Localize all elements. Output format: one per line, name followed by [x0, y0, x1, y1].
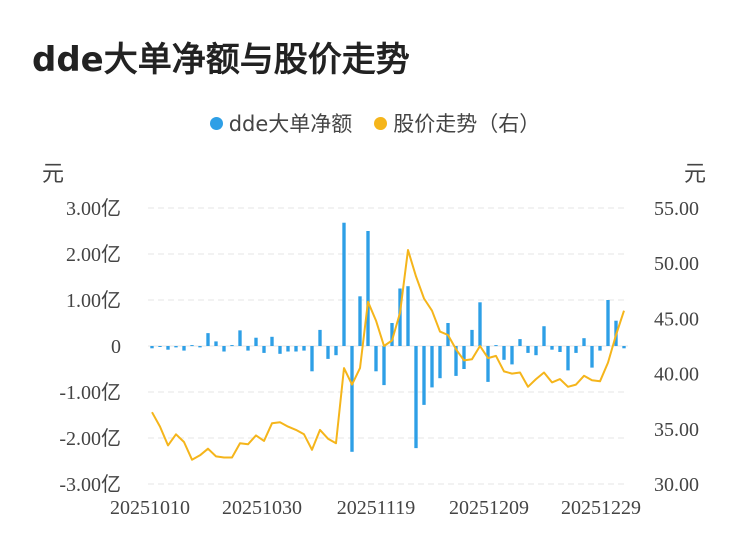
bar-mark: [470, 329, 474, 346]
left-axis-tick-label: 3.00亿: [66, 197, 121, 220]
bar-mark: [406, 286, 410, 346]
bar-mark: [478, 302, 482, 346]
bar-mark: [270, 336, 274, 346]
right-axis-tick-label: 55.00: [654, 198, 699, 220]
x-axis-tick-label: 20251209: [449, 497, 529, 519]
right-axis-tick-label: 50.00: [654, 253, 699, 275]
bar-mark: [454, 346, 458, 376]
bar-mark: [462, 346, 466, 369]
legend-bar-label: dde大单净额: [228, 112, 353, 136]
right-axis-tick-label: 45.00: [654, 308, 699, 330]
bar-mark: [382, 346, 386, 386]
bar-mark: [390, 323, 394, 346]
bar-mark: [534, 346, 538, 356]
bar-mark: [198, 346, 202, 348]
bar-mark: [334, 346, 338, 356]
right-axis-unit: 元: [684, 162, 707, 187]
bar-mark: [438, 346, 442, 379]
bar-mark: [294, 346, 298, 352]
bar-mark: [558, 346, 562, 352]
left-axis-tick-label: 2.00亿: [66, 243, 121, 266]
bar-mark: [174, 346, 178, 348]
bar-mark: [430, 346, 434, 388]
right-axis-tick-label: 35.00: [654, 419, 699, 441]
bar-mark: [486, 346, 490, 382]
legend-line-label: 股价走势（右）: [393, 112, 541, 136]
bar-mark: [422, 346, 426, 405]
bar-mark: [502, 346, 506, 360]
bar-mark: [182, 346, 186, 351]
bar-mark: [238, 330, 242, 346]
bar-mark: [606, 300, 610, 346]
bar-mark: [622, 346, 626, 349]
bar-mark: [318, 329, 322, 346]
bar-mark: [550, 346, 554, 350]
bar-mark: [166, 346, 170, 350]
bar-mark: [342, 222, 346, 346]
bar-mark: [262, 346, 266, 353]
bar-mark: [542, 326, 546, 346]
bar-mark: [214, 341, 218, 346]
bar-mark: [150, 346, 154, 349]
left-axis-tick-label: -3.00亿: [59, 473, 121, 496]
bar-mark: [190, 345, 194, 347]
bar-mark: [278, 346, 282, 354]
price-line: [151, 249, 625, 461]
bar-mark: [222, 346, 226, 352]
bar-mark: [350, 346, 354, 452]
bar-mark: [598, 346, 602, 351]
chart-title: dde大单净额与股价走势: [32, 40, 410, 80]
bar-mark: [494, 345, 498, 347]
x-axis-tick-label: 20251229: [561, 497, 641, 519]
bar-mark: [254, 337, 258, 346]
bar-mark: [246, 346, 250, 351]
bar-mark: [574, 346, 578, 353]
right-axis-tick-label: 40.00: [654, 364, 699, 386]
bar-mark: [326, 346, 330, 359]
bar-mark: [582, 338, 586, 346]
bar-mark: [414, 346, 418, 449]
left-axis-tick-label: 0: [111, 336, 121, 358]
legend-line-dot-icon: [374, 116, 388, 130]
x-axis-tick-label: 20251030: [222, 497, 302, 519]
bar-mark: [590, 346, 594, 368]
bar-mark: [398, 288, 402, 346]
left-axis-tick-label: -2.00亿: [59, 427, 121, 450]
left-axis-tick-label: 1.00亿: [66, 289, 121, 312]
x-axis-tick-label: 20251119: [337, 497, 416, 519]
bar-mark: [526, 346, 530, 353]
bar-mark: [310, 346, 314, 372]
bar-mark: [374, 346, 378, 372]
bar-mark: [358, 296, 362, 346]
legend: dde大单净额 股价走势（右）: [0, 108, 750, 138]
left-axis-unit: 元: [42, 162, 65, 187]
legend-item-bar[interactable]: dde大单净额: [209, 108, 353, 138]
bar-mark: [158, 346, 162, 347]
x-axis-tick-label: 20251010: [110, 497, 190, 519]
bar-mark: [518, 339, 522, 346]
legend-item-line[interactable]: 股价走势（右）: [374, 108, 540, 138]
bar-mark: [286, 346, 290, 352]
bar-mark: [510, 346, 514, 365]
bar-mark: [302, 346, 306, 351]
legend-bar-dot-icon: [209, 116, 223, 130]
left-axis-tick-label: -1.00亿: [59, 381, 121, 404]
bar-mark: [566, 346, 570, 371]
right-axis-tick-label: 30.00: [654, 474, 699, 496]
bar-mark: [206, 333, 210, 346]
bar-mark: [230, 345, 234, 347]
bar-mark: [366, 231, 370, 346]
